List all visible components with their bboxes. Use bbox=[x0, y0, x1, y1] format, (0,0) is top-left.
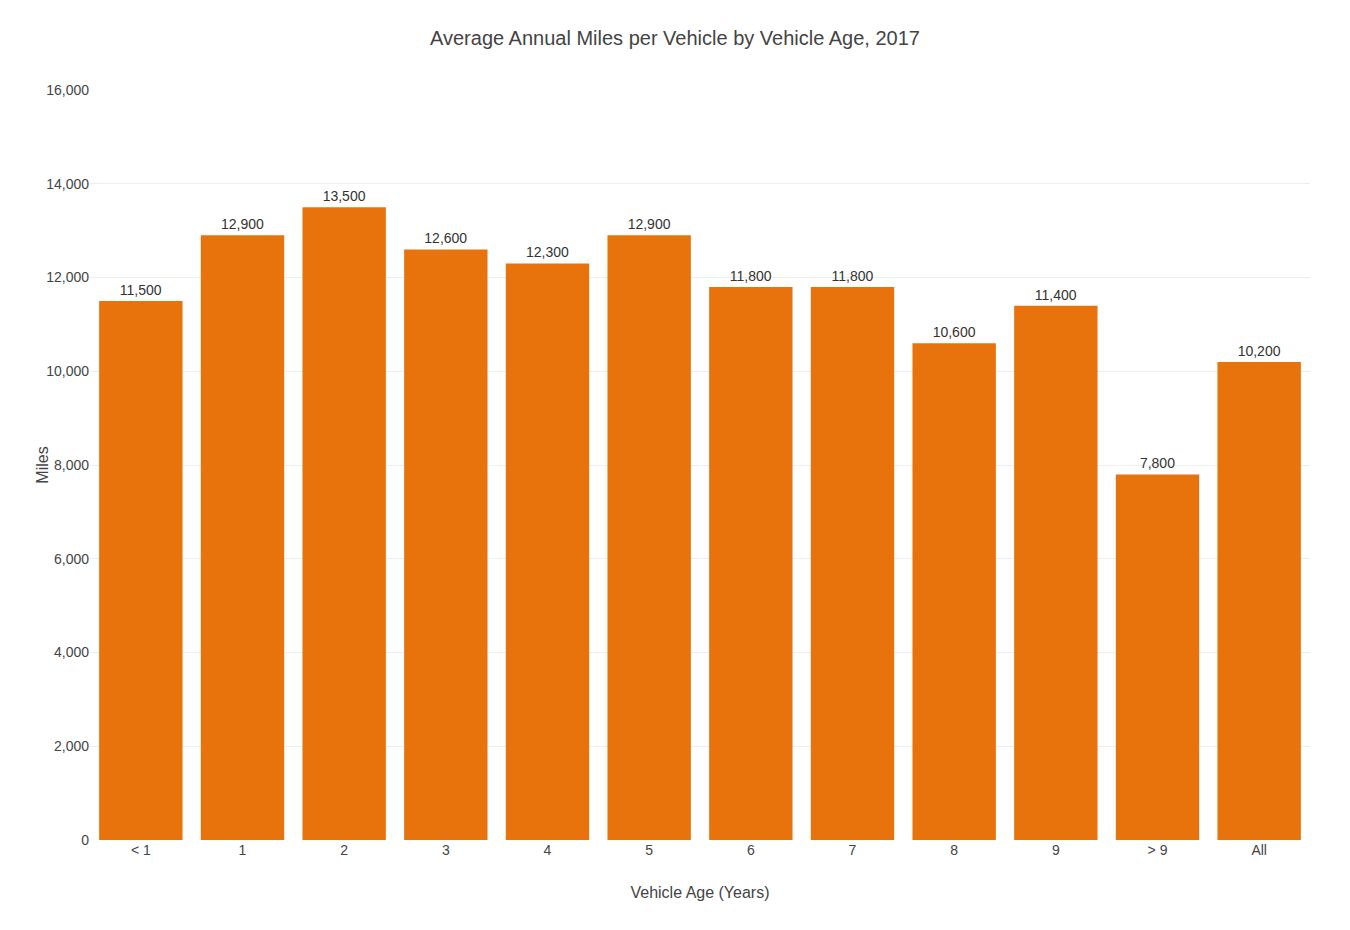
svg-text:11,800: 11,800 bbox=[730, 268, 772, 284]
svg-text:4,000: 4,000 bbox=[54, 644, 89, 660]
svg-text:> 9: > 9 bbox=[1148, 842, 1168, 858]
svg-text:2,000: 2,000 bbox=[54, 738, 89, 754]
svg-text:10,600: 10,600 bbox=[933, 324, 976, 340]
svg-text:8: 8 bbox=[950, 842, 958, 858]
svg-text:5: 5 bbox=[645, 842, 653, 858]
svg-text:4: 4 bbox=[544, 842, 552, 858]
svg-text:6,000: 6,000 bbox=[54, 551, 89, 567]
svg-text:14,000: 14,000 bbox=[46, 176, 89, 192]
svg-text:12,000: 12,000 bbox=[46, 269, 89, 285]
svg-text:12,900: 12,900 bbox=[628, 216, 671, 232]
svg-text:10,200: 10,200 bbox=[1238, 343, 1281, 359]
svg-text:1: 1 bbox=[239, 842, 247, 858]
svg-text:All: All bbox=[1251, 842, 1267, 858]
svg-text:< 1: < 1 bbox=[131, 842, 151, 858]
svg-text:0: 0 bbox=[81, 832, 89, 848]
svg-text:Miles: Miles bbox=[34, 446, 51, 483]
svg-text:Vehicle Age (Years): Vehicle Age (Years) bbox=[630, 884, 769, 901]
svg-text:13,500: 13,500 bbox=[323, 188, 366, 204]
svg-text:8,000: 8,000 bbox=[54, 457, 89, 473]
svg-text:12,600: 12,600 bbox=[424, 230, 467, 246]
svg-text:Average Annual Miles per Vehic: Average Annual Miles per Vehicle by Vehi… bbox=[430, 27, 920, 49]
svg-text:11,500: 11,500 bbox=[120, 282, 162, 298]
svg-text:2: 2 bbox=[340, 842, 348, 858]
svg-text:3: 3 bbox=[442, 842, 450, 858]
svg-text:6: 6 bbox=[747, 842, 755, 858]
svg-text:10,000: 10,000 bbox=[46, 363, 89, 379]
svg-text:7: 7 bbox=[849, 842, 857, 858]
svg-text:12,900: 12,900 bbox=[221, 216, 264, 232]
svg-text:11,400: 11,400 bbox=[1035, 287, 1077, 303]
svg-text:11,800: 11,800 bbox=[832, 268, 874, 284]
svg-text:9: 9 bbox=[1052, 842, 1060, 858]
svg-text:7,800: 7,800 bbox=[1140, 455, 1175, 471]
svg-text:16,000: 16,000 bbox=[46, 82, 89, 98]
svg-text:12,300: 12,300 bbox=[526, 244, 569, 260]
